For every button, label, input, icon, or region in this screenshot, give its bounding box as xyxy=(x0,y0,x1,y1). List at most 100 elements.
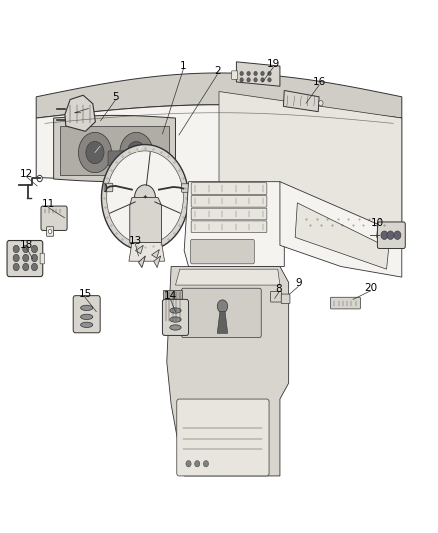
Polygon shape xyxy=(280,182,402,277)
Circle shape xyxy=(254,71,257,76)
Polygon shape xyxy=(138,256,145,268)
Text: 5: 5 xyxy=(112,92,119,102)
FancyBboxPatch shape xyxy=(104,183,113,192)
Circle shape xyxy=(387,231,394,239)
Text: 10: 10 xyxy=(371,218,385,228)
Circle shape xyxy=(86,141,104,164)
Polygon shape xyxy=(36,105,402,235)
FancyBboxPatch shape xyxy=(108,151,130,166)
FancyBboxPatch shape xyxy=(378,222,405,248)
Circle shape xyxy=(247,78,251,82)
Text: 2: 2 xyxy=(214,67,221,76)
Circle shape xyxy=(268,78,271,82)
FancyBboxPatch shape xyxy=(162,300,188,335)
Circle shape xyxy=(13,263,19,271)
Text: 11: 11 xyxy=(42,199,55,209)
Circle shape xyxy=(13,254,19,262)
Text: 14: 14 xyxy=(164,290,177,301)
Circle shape xyxy=(37,175,42,182)
Polygon shape xyxy=(130,198,162,243)
Polygon shape xyxy=(184,182,284,266)
Polygon shape xyxy=(135,245,143,254)
FancyBboxPatch shape xyxy=(182,288,261,337)
Polygon shape xyxy=(154,256,161,268)
Circle shape xyxy=(23,245,29,253)
FancyBboxPatch shape xyxy=(191,221,267,232)
Ellipse shape xyxy=(81,322,93,327)
Circle shape xyxy=(32,245,38,253)
Text: 8: 8 xyxy=(276,284,283,294)
FancyBboxPatch shape xyxy=(182,184,191,192)
Circle shape xyxy=(261,78,264,82)
Circle shape xyxy=(254,78,257,82)
FancyBboxPatch shape xyxy=(41,206,67,230)
Polygon shape xyxy=(152,249,159,258)
FancyBboxPatch shape xyxy=(47,227,53,236)
FancyBboxPatch shape xyxy=(270,292,282,302)
Circle shape xyxy=(194,461,200,467)
FancyBboxPatch shape xyxy=(281,294,290,304)
Polygon shape xyxy=(237,62,280,86)
FancyBboxPatch shape xyxy=(7,240,43,277)
Text: 9: 9 xyxy=(295,278,301,288)
Circle shape xyxy=(203,461,208,467)
FancyBboxPatch shape xyxy=(177,399,269,476)
Polygon shape xyxy=(36,73,402,118)
FancyBboxPatch shape xyxy=(40,253,45,264)
Text: 1: 1 xyxy=(180,61,187,71)
FancyBboxPatch shape xyxy=(191,208,267,220)
Circle shape xyxy=(13,245,19,253)
Circle shape xyxy=(381,231,388,239)
Polygon shape xyxy=(53,115,176,182)
Circle shape xyxy=(217,300,228,313)
FancyBboxPatch shape xyxy=(232,71,238,79)
Text: 19: 19 xyxy=(267,59,280,69)
Circle shape xyxy=(107,151,184,244)
Ellipse shape xyxy=(81,305,93,311)
FancyBboxPatch shape xyxy=(330,297,360,309)
Ellipse shape xyxy=(170,308,181,313)
Circle shape xyxy=(32,263,38,271)
Circle shape xyxy=(134,185,155,211)
Circle shape xyxy=(120,132,153,173)
Polygon shape xyxy=(219,92,402,235)
Circle shape xyxy=(127,141,145,164)
Text: 13: 13 xyxy=(129,236,142,246)
Text: 16: 16 xyxy=(312,77,326,87)
Polygon shape xyxy=(176,269,280,285)
FancyBboxPatch shape xyxy=(191,183,267,195)
FancyBboxPatch shape xyxy=(191,196,267,207)
Text: 18: 18 xyxy=(20,240,33,251)
Circle shape xyxy=(240,78,244,82)
Circle shape xyxy=(247,71,251,76)
Ellipse shape xyxy=(81,314,93,319)
Circle shape xyxy=(23,263,29,271)
Circle shape xyxy=(102,144,188,251)
Circle shape xyxy=(32,254,38,262)
Circle shape xyxy=(268,71,271,76)
Ellipse shape xyxy=(170,317,181,322)
Text: 20: 20 xyxy=(364,282,377,293)
Polygon shape xyxy=(65,95,95,131)
Polygon shape xyxy=(163,290,182,322)
Text: ✦: ✦ xyxy=(143,195,147,200)
Ellipse shape xyxy=(170,325,181,330)
FancyBboxPatch shape xyxy=(73,296,100,333)
Polygon shape xyxy=(129,243,165,261)
Polygon shape xyxy=(217,312,228,333)
Circle shape xyxy=(240,71,244,76)
Text: 12: 12 xyxy=(20,169,33,179)
Circle shape xyxy=(78,132,112,173)
Polygon shape xyxy=(167,266,289,476)
Circle shape xyxy=(186,461,191,467)
Circle shape xyxy=(261,71,264,76)
Circle shape xyxy=(394,231,401,239)
Polygon shape xyxy=(283,91,319,112)
Circle shape xyxy=(23,254,29,262)
Circle shape xyxy=(319,101,323,106)
Polygon shape xyxy=(295,203,389,269)
FancyBboxPatch shape xyxy=(191,239,254,264)
Text: 15: 15 xyxy=(78,289,92,299)
Polygon shape xyxy=(60,126,169,175)
Circle shape xyxy=(48,229,52,233)
